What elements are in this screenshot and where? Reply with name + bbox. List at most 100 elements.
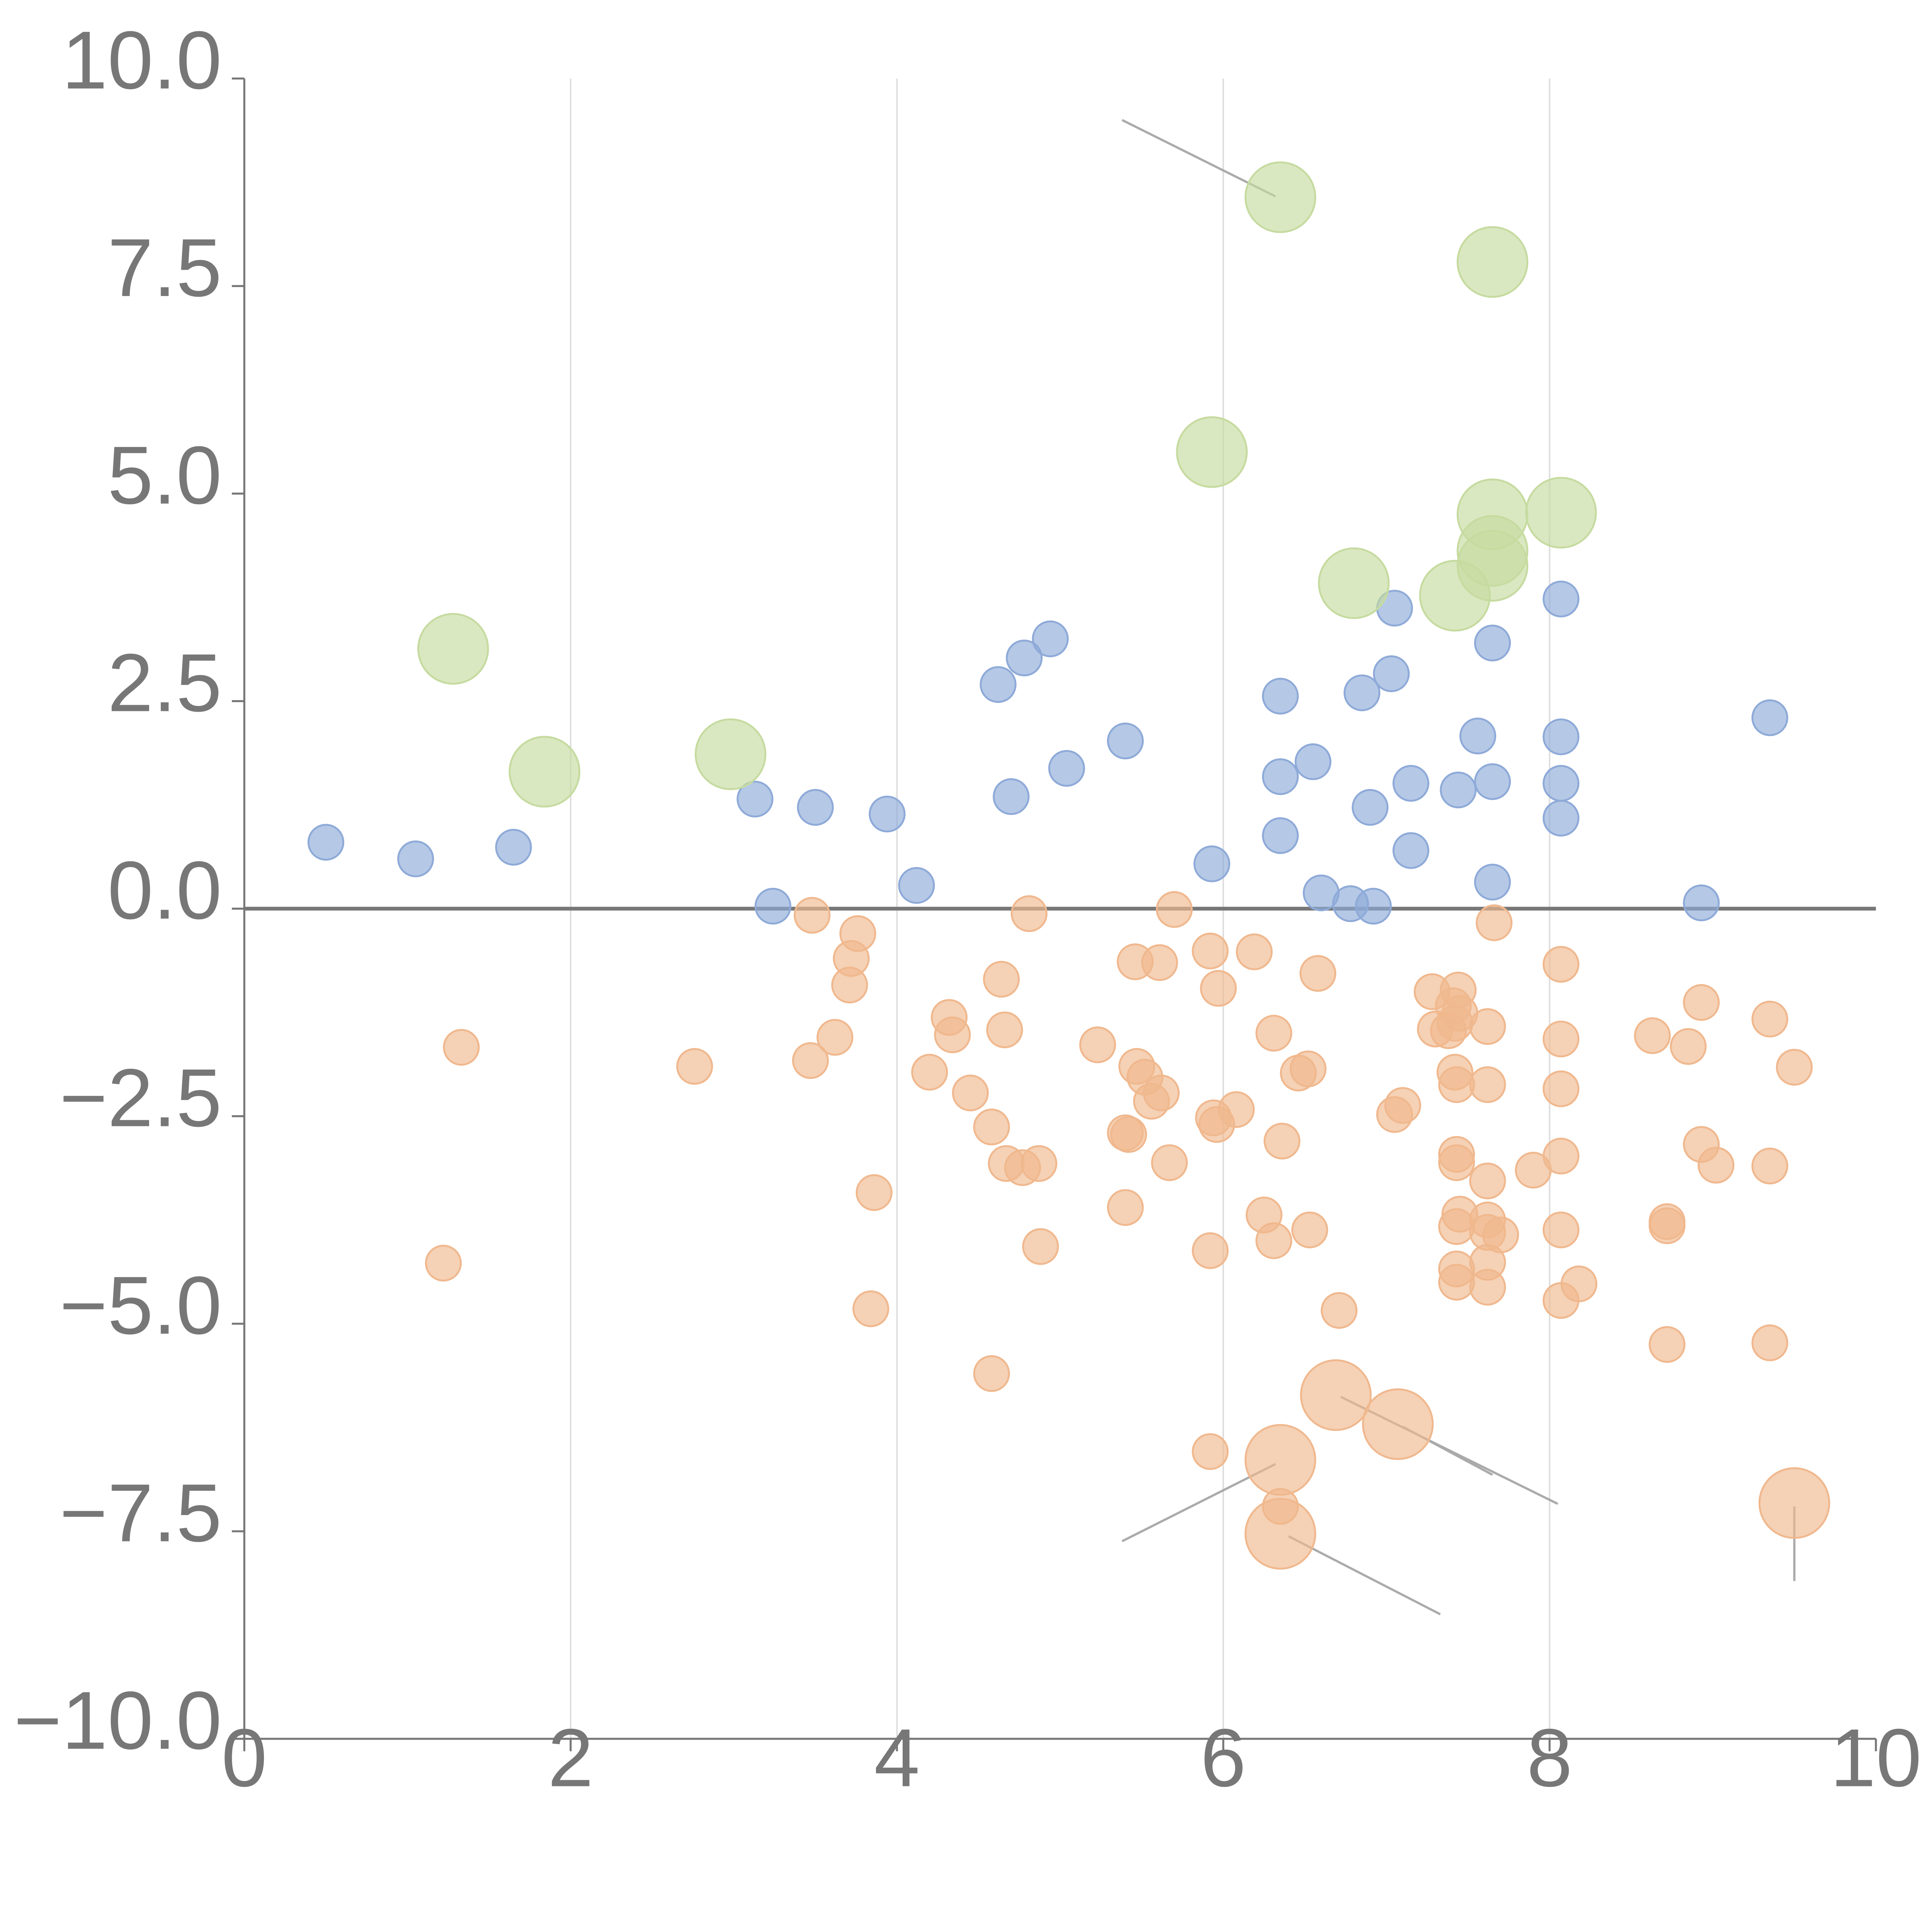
- positive-point: [980, 666, 1017, 703]
- negative-point: [1776, 1049, 1813, 1086]
- negative-point: [1255, 1222, 1293, 1259]
- positive-outliers-point: [1318, 547, 1390, 619]
- label-leader-lines: [464, 119, 1796, 1616]
- negative-outliers-point: [1244, 1424, 1316, 1496]
- negative-point: [1264, 1122, 1301, 1160]
- negative-point: [1469, 1269, 1506, 1306]
- negative-point: [816, 1019, 854, 1056]
- positive-outliers-point: [1176, 416, 1248, 488]
- negative-point: [1110, 1116, 1147, 1153]
- negative-point: [1289, 1050, 1327, 1087]
- y-tick-label: −5.0: [60, 1260, 222, 1352]
- y-tick-label: −10.0: [14, 1675, 222, 1767]
- negative-outliers-point: [1300, 1359, 1372, 1431]
- negative-point: [1384, 1087, 1421, 1124]
- negative-point: [1143, 1074, 1180, 1112]
- positive-outliers-point: [694, 718, 767, 790]
- positive-outliers-point: [1244, 161, 1316, 233]
- leader-line: [1288, 1535, 1441, 1616]
- positive-point: [869, 796, 906, 833]
- negative-point: [1543, 1020, 1580, 1058]
- positive-point: [397, 840, 434, 878]
- x-tick-label: 0: [221, 1712, 267, 1804]
- negative-point: [1079, 1026, 1116, 1063]
- negative-point: [1543, 1138, 1580, 1175]
- negative-point: [1648, 1207, 1685, 1244]
- negative-point: [1438, 1144, 1475, 1181]
- positive-outliers-point: [1456, 226, 1529, 298]
- negative-point: [986, 1011, 1023, 1048]
- positive-point: [1262, 758, 1299, 795]
- positive-point: [1355, 888, 1392, 925]
- positive-point: [1751, 699, 1788, 736]
- positive-point: [797, 789, 834, 826]
- positive-point: [1294, 743, 1332, 780]
- negative-point: [1560, 1265, 1597, 1303]
- x-tick-label: 10: [1830, 1712, 1922, 1804]
- positive-point: [1262, 678, 1299, 715]
- positive-outliers-point: [1456, 515, 1529, 587]
- negative-point: [1438, 1264, 1475, 1301]
- positive-point: [1683, 884, 1720, 922]
- negative-point: [1321, 1292, 1358, 1329]
- x-tick-label: 4: [874, 1712, 920, 1804]
- positive-point: [1262, 817, 1299, 854]
- positive-point: [1474, 763, 1511, 800]
- negative-point: [1670, 1028, 1707, 1065]
- negative-point: [1469, 1066, 1506, 1103]
- positive-point: [1032, 620, 1069, 657]
- x-tick-label: 8: [1527, 1712, 1572, 1804]
- negative-point: [1192, 932, 1229, 969]
- positive-point: [1373, 655, 1410, 692]
- positive-point: [1543, 580, 1580, 617]
- negative-point: [1020, 1145, 1058, 1182]
- negative-outliers-point: [1362, 1388, 1434, 1460]
- negative-point: [1107, 1189, 1144, 1226]
- y-tick-label: 0.0: [107, 844, 222, 936]
- negative-point: [1151, 1144, 1188, 1181]
- positive-point: [898, 867, 935, 904]
- positive-point: [1107, 723, 1144, 760]
- positive-point: [307, 824, 344, 861]
- x-tick-label: 6: [1201, 1712, 1246, 1804]
- positive-point: [1474, 864, 1511, 901]
- negative-point: [1543, 1211, 1580, 1248]
- positive-point: [1459, 718, 1497, 755]
- negative-point: [1438, 1208, 1475, 1245]
- positive-point: [1543, 765, 1580, 802]
- negative-point: [1697, 1146, 1735, 1184]
- negative-outliers-point: [1758, 1467, 1830, 1539]
- axes: [232, 77, 1877, 1752]
- negative-point: [1751, 1148, 1788, 1185]
- positive-point: [1344, 674, 1381, 711]
- negative-point: [1476, 904, 1513, 941]
- negative-point: [1192, 1433, 1229, 1470]
- positive-outliers-point: [417, 613, 489, 685]
- positive-point: [1474, 624, 1511, 662]
- negative-point: [831, 966, 868, 1003]
- negative-point: [425, 1245, 462, 1282]
- negative-point: [1200, 970, 1237, 1007]
- negative-outliers-point: [1244, 1498, 1316, 1570]
- positive-point: [1543, 799, 1580, 837]
- negative-point: [1469, 1008, 1506, 1045]
- negative-point: [1218, 1091, 1255, 1128]
- negative-point: [1156, 891, 1193, 928]
- positive-point: [1392, 832, 1429, 869]
- negative-point: [1543, 1070, 1580, 1107]
- negative-point: [1751, 1000, 1788, 1037]
- positive-point: [1048, 750, 1085, 787]
- positive-point: [1352, 789, 1389, 826]
- negative-point: [973, 1109, 1010, 1146]
- negative-point: [1299, 955, 1337, 992]
- positive-outliers-point: [1525, 477, 1597, 549]
- positive-point: [993, 778, 1030, 815]
- positive-point: [754, 888, 791, 925]
- negative-point: [852, 1290, 889, 1327]
- negative-point: [911, 1054, 948, 1091]
- negative-point: [934, 1016, 971, 1053]
- negative-point: [1255, 1015, 1293, 1052]
- negative-point: [983, 961, 1020, 998]
- tick-labels: 0 2 4 6 8 10 10.0 7.5 5.0 2.5 0.0 −2.5 −5.0 −7.5 −10.0: [14, 14, 1922, 1804]
